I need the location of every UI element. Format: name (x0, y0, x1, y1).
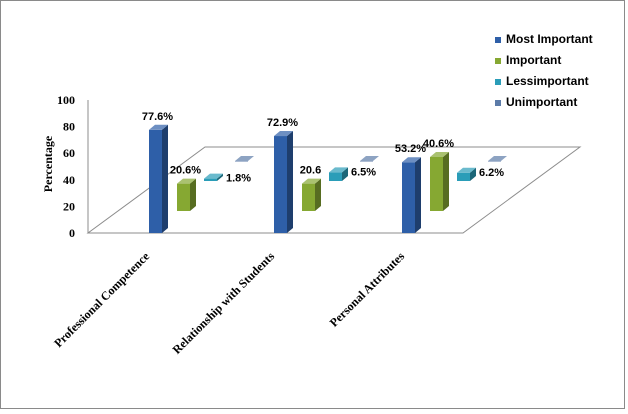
bar-side-1-1 (315, 178, 321, 211)
category-label-0: Professional Competence (51, 249, 152, 350)
legend-swatch-2 (495, 79, 501, 85)
bar-3-0 (235, 161, 248, 162)
data-label-1-2: 40.6% (423, 138, 454, 150)
legend-label-2: Lessimportant (506, 74, 589, 88)
bar-side-0-1 (287, 131, 293, 233)
y-tick-label: 20 (63, 199, 75, 213)
legend-label-1: Important (506, 53, 561, 67)
y-tick-label: 40 (63, 173, 75, 187)
bar-0-1 (274, 136, 287, 233)
bar-top-3-1 (360, 156, 379, 161)
data-label-2-2: 6.2% (479, 167, 504, 179)
bar-side-2-2 (470, 167, 476, 181)
legend-swatch-3 (495, 100, 501, 106)
bar-side-0-0 (162, 124, 168, 233)
bar-2-1 (329, 172, 342, 181)
category-label-1: Relationship with Students (170, 249, 278, 357)
bar-top-3-2 (488, 156, 507, 161)
data-label-0-1: 72.9% (267, 117, 298, 129)
bar-0-0 (149, 129, 162, 233)
y-tick-label: 80 (63, 120, 75, 134)
legend-swatch-0 (495, 37, 501, 43)
y-tick-label: 0 (69, 226, 75, 240)
bar-2-2 (457, 172, 470, 181)
legend-label-0: Most Important (506, 32, 593, 46)
bar-top-1-1 (302, 178, 321, 184)
data-label-0-0: 77.6% (142, 111, 173, 123)
bar-top-2-1 (329, 167, 348, 173)
bar-top-0-2 (402, 157, 421, 163)
data-label-2-0: 1.8% (226, 173, 251, 185)
bar-side-1-2 (443, 152, 449, 211)
data-label-1-0: 20.6% (170, 165, 201, 177)
y-tick-label: 60 (63, 146, 75, 160)
bar-top-2-2 (457, 167, 476, 173)
bar-top-0-0 (149, 124, 168, 130)
bar-side-0-2 (415, 157, 421, 233)
bar-3-2 (488, 161, 501, 162)
bar-1-1 (302, 183, 315, 211)
bar-2-0 (204, 178, 217, 181)
legend-swatch-1 (495, 58, 501, 64)
bar-top-3-0 (235, 156, 254, 161)
bar-side-2-1 (342, 167, 348, 181)
bar-0-2 (402, 162, 415, 233)
bar-side-2-0 (217, 173, 223, 181)
data-label-0-2: 53.2% (395, 143, 426, 155)
bar-3-1 (360, 161, 373, 162)
bar-top-0-1 (274, 131, 293, 137)
bar-side-1-0 (190, 178, 196, 211)
bar-1-2 (430, 157, 443, 211)
bar-top-1-0 (177, 178, 196, 184)
bar-top-2-0 (204, 173, 223, 179)
bar-1-0 (177, 183, 190, 211)
bar-top-1-2 (430, 152, 449, 158)
category-label-2: Personal Attributes (327, 249, 408, 330)
data-label-1-1: 20.6 (300, 165, 321, 177)
data-label-2-1: 6.5% (351, 166, 376, 178)
y-axis-title: Percentage (41, 135, 55, 192)
legend-label-3: Unimportant (506, 95, 577, 109)
y-tick-label: 100 (57, 93, 75, 107)
